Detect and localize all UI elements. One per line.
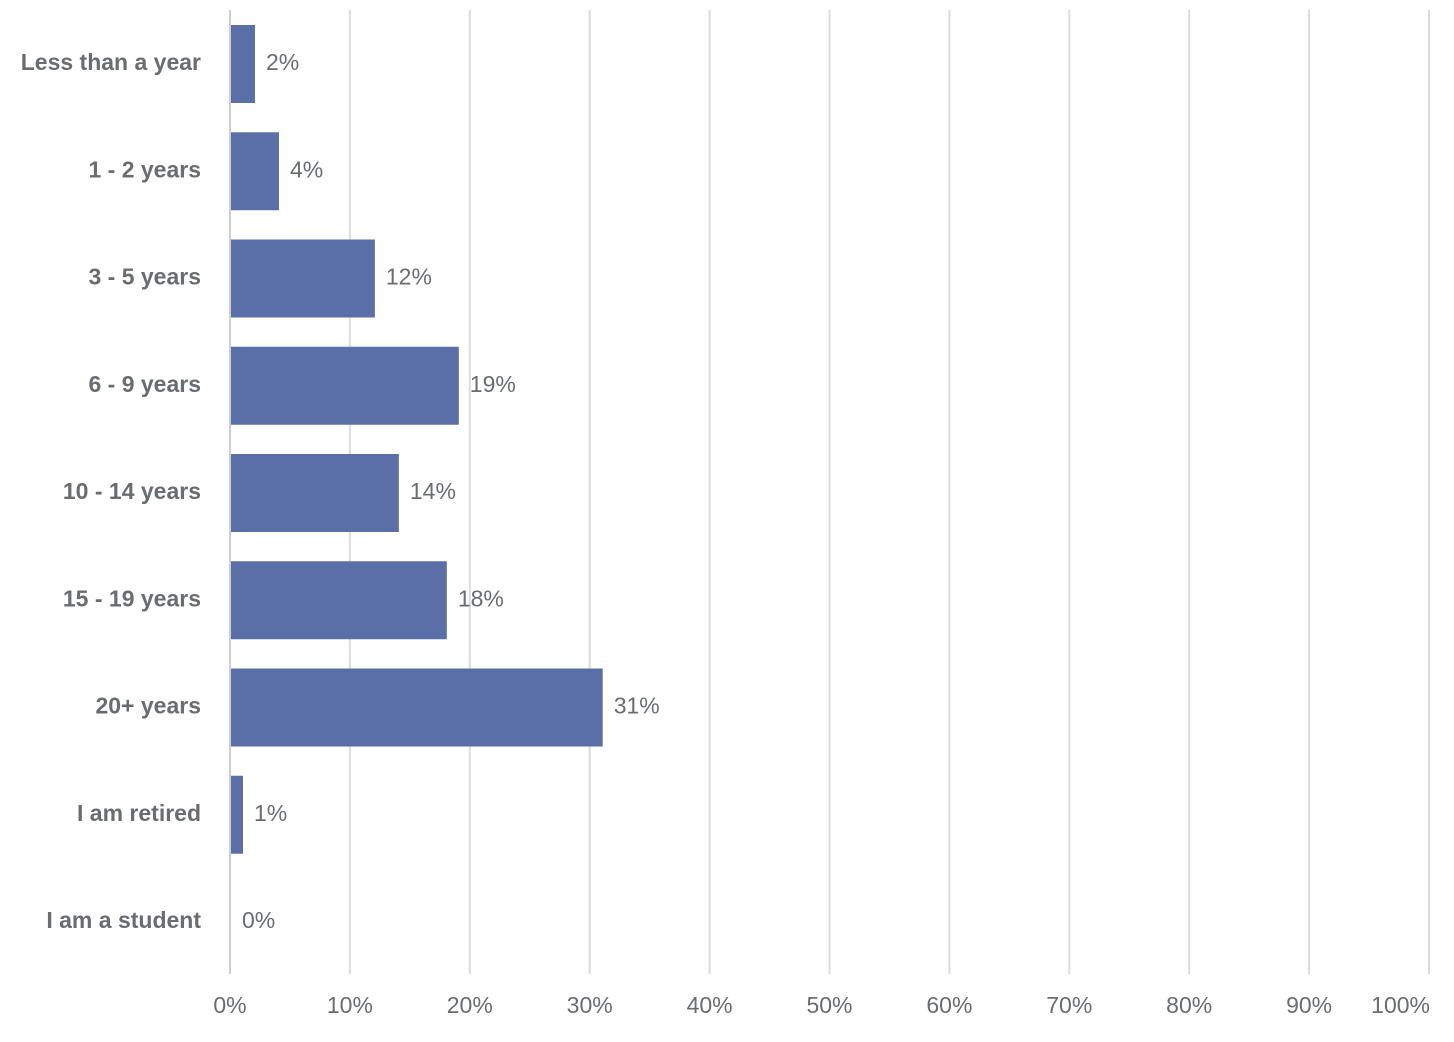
- bar: [231, 668, 603, 747]
- bar: [231, 561, 447, 640]
- data-label: 31%: [614, 693, 660, 719]
- x-tick-label: 70%: [1046, 992, 1092, 1018]
- data-label: 0%: [242, 907, 275, 933]
- x-tick-label: 10%: [327, 992, 373, 1018]
- labels: Less than a year 2% 1 - 2 years 4% 3 - 5 yea…: [21, 49, 660, 933]
- data-label: 19%: [470, 371, 516, 397]
- gridlines: [229, 10, 1430, 974]
- bar: [231, 132, 279, 211]
- x-tick-label: 30%: [567, 992, 613, 1018]
- bar: [231, 25, 255, 103]
- category-label: 1 - 2 years: [88, 156, 201, 182]
- category-label: 15 - 19 years: [63, 585, 201, 611]
- category-label: Less than a year: [21, 49, 201, 75]
- bar: [231, 454, 399, 532]
- data-label: 1%: [254, 800, 287, 826]
- x-tick-label: 20%: [447, 992, 493, 1018]
- category-label: I am retired: [77, 800, 201, 826]
- x-tick-label: 50%: [806, 992, 852, 1018]
- data-label: 4%: [290, 156, 323, 182]
- x-tick-label: 40%: [687, 992, 733, 1018]
- bar: [231, 239, 375, 318]
- x-tick-label: 60%: [926, 992, 972, 1018]
- data-label: 12%: [386, 264, 432, 290]
- category-label: 10 - 14 years: [63, 478, 201, 504]
- data-label: 18%: [458, 585, 504, 611]
- data-label: 2%: [266, 49, 299, 75]
- bar: [231, 775, 243, 854]
- x-tick-label: 0%: [213, 992, 246, 1018]
- x-tick-label: 90%: [1286, 992, 1332, 1018]
- bars: [231, 25, 603, 854]
- category-label: I am a student: [46, 907, 201, 933]
- category-label: 3 - 5 years: [88, 264, 201, 290]
- x-tick-label: 80%: [1166, 992, 1212, 1018]
- x-tick-label: 100%: [1371, 992, 1430, 1018]
- data-label: 14%: [410, 478, 456, 504]
- category-label: 20+ years: [95, 693, 201, 719]
- category-label: 6 - 9 years: [88, 371, 201, 397]
- x-axis-ticks: 0% 10% 20% 30% 40% 50% 60% 70% 80% 90% 100%: [213, 992, 1430, 1018]
- bar: [231, 346, 459, 425]
